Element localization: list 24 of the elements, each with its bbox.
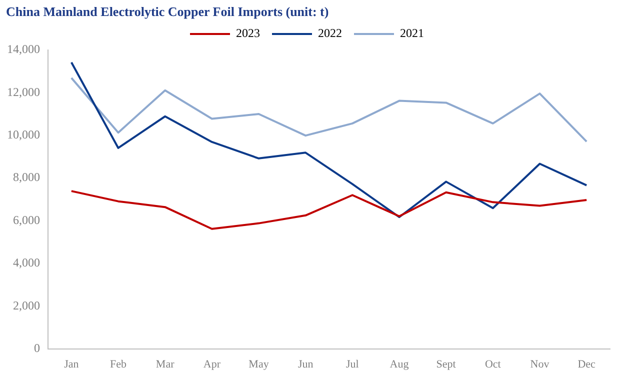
y-tick-label: 12,000 [7,84,40,99]
x-tick-label: Apr [203,358,221,370]
legend-label: 2021 [400,26,424,40]
x-tick-label: Jun [298,358,314,370]
x-tick-label: May [248,358,270,370]
x-tick-label: Nov [530,358,550,370]
x-tick-label: Sept [436,358,456,370]
x-tick-label: Jan [64,358,80,370]
y-tick-label: 0 [34,340,40,355]
x-tick-label: Feb [110,358,127,370]
legend-label: 2022 [318,26,342,40]
x-tick-label: Oct [484,358,501,370]
y-tick-label: 2,000 [13,298,40,312]
y-tick-label: 4,000 [13,256,40,270]
x-tick-label: Aug [390,358,410,370]
y-tick-label: 10,000 [7,128,40,142]
y-tick-label: 14,000 [7,42,40,56]
legend-label: 2023 [236,26,260,40]
x-tick-label: Mar [156,358,175,370]
y-tick-label: 8,000 [13,170,40,184]
x-tick-label: Jul [346,358,359,370]
y-tick-label: 6,000 [13,212,40,227]
x-tick-label: Dec [578,358,596,370]
chart-title: China Mainland Electrolytic Copper Foil Imports (unit: t) [6,4,329,20]
